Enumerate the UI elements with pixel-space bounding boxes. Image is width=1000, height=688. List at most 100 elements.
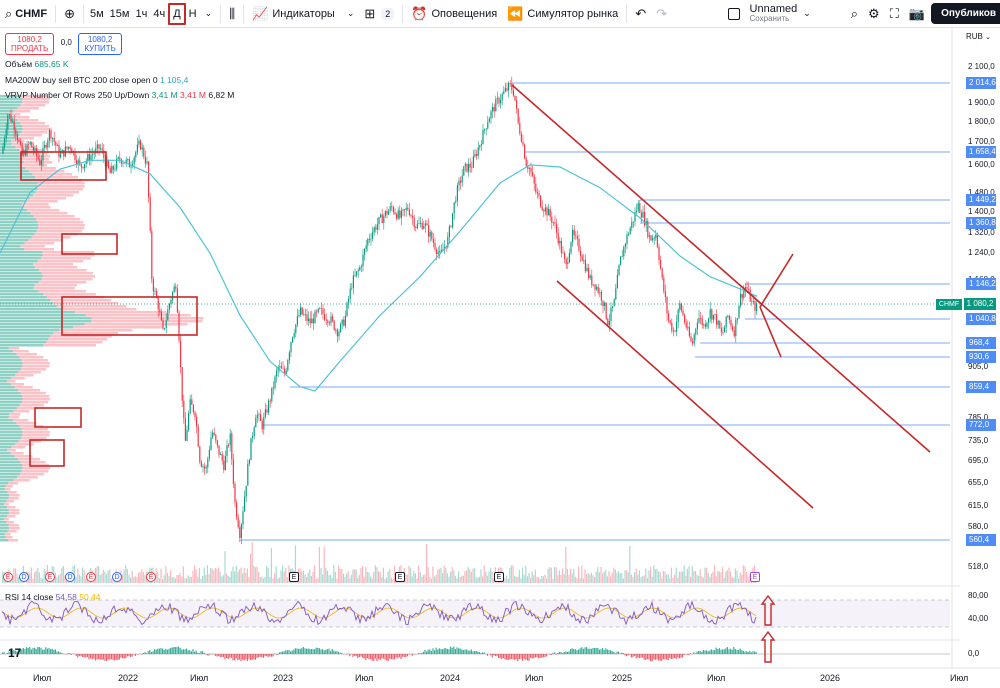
histogram-bar <box>680 654 682 658</box>
interval-day[interactable]: Д <box>168 2 186 25</box>
earnings-marker[interactable]: E <box>146 572 156 582</box>
volume-bar <box>347 571 349 583</box>
candle-body <box>405 207 407 210</box>
indicators-button[interactable]: 📈 Индикаторы ⌄ <box>247 2 359 26</box>
volume-profile-up-bar <box>0 473 20 476</box>
histogram-bar <box>664 654 666 660</box>
settings-button[interactable]: ⚙ <box>863 2 885 26</box>
volume-profile-down-bar <box>15 137 35 140</box>
volume-bar <box>205 574 207 583</box>
interval-1h[interactable]: 1ч <box>135 7 148 20</box>
histogram-bar <box>230 654 232 658</box>
undo-button[interactable]: ↶ <box>630 2 651 26</box>
histogram-bar <box>152 651 154 654</box>
histogram-bar <box>480 652 482 654</box>
chart-canvas[interactable] <box>0 28 1000 688</box>
rsi-line <box>1 600 757 626</box>
symbol-search[interactable]: ⌕ CHMF <box>0 2 52 26</box>
volume-bar <box>139 572 141 583</box>
volume-profile-down-bar <box>16 422 37 425</box>
compare-button[interactable]: ⊕ <box>59 2 80 26</box>
fullscreen-button[interactable]: ⛶ <box>885 2 904 26</box>
volume-profile-down-bar <box>11 140 25 143</box>
layout-name-button[interactable]: Unnamed Сохранить ⌄ <box>723 2 816 26</box>
candle-body <box>421 222 423 229</box>
earnings-marker[interactable]: E <box>45 572 55 582</box>
candle-body <box>215 434 217 441</box>
volume-profile-up-bar <box>0 482 9 485</box>
earnings-marker[interactable]: E <box>86 572 96 582</box>
candle-body <box>229 433 231 446</box>
histogram-bar <box>3 652 5 654</box>
earnings-marker[interactable]: E <box>750 572 760 582</box>
interval-5m[interactable]: 5м <box>89 7 104 20</box>
histogram-bar <box>82 654 84 657</box>
earnings-marker[interactable]: E <box>494 572 504 582</box>
volume-bar <box>165 565 167 583</box>
currency-selector[interactable]: RUB ⌄ <box>966 32 991 41</box>
histogram-bar <box>181 649 183 654</box>
histogram-bar <box>75 654 77 656</box>
histogram-bar <box>534 654 536 658</box>
interval-15m[interactable]: 15м <box>109 7 130 20</box>
volume-bar <box>579 578 581 583</box>
volume-bar <box>670 567 672 583</box>
interval-dropdown[interactable]: ⌄ <box>200 2 218 26</box>
ma-legend[interactable]: MA200W buy sell BTC 200 close open 0 1 1… <box>5 75 188 85</box>
volume-profile-up-bar <box>0 275 43 278</box>
earnings-marker[interactable]: E <box>395 572 405 582</box>
layout-checkbox[interactable] <box>727 7 740 20</box>
alerts-button[interactable]: ⏰ Оповещения <box>406 2 502 26</box>
redo-button[interactable]: ↷ <box>651 2 672 26</box>
volume-bar <box>659 572 661 583</box>
histogram-bar <box>667 654 669 661</box>
volume-profile-up-bar <box>0 446 12 449</box>
histogram-bar <box>254 654 256 660</box>
histogram-bar <box>522 654 524 661</box>
quick-search-button[interactable]: ⌕ <box>846 2 863 26</box>
buy-button[interactable]: 1080,2 КУПИТЬ <box>78 33 122 55</box>
volume-bar <box>626 570 628 583</box>
dividend-marker[interactable]: D <box>19 572 29 582</box>
snapshot-button[interactable]: 📷 <box>904 2 930 26</box>
histogram-bar <box>237 654 239 661</box>
rsi-legend[interactable]: RSI 14 close 54,58 50,44 <box>5 592 101 602</box>
layouts-button[interactable]: ⊞ 2 <box>359 2 399 26</box>
chart-type-button[interactable]: ⫼ <box>224 2 240 26</box>
volume-profile-up-bar <box>0 461 21 464</box>
volume-profile-up-bar <box>0 323 85 326</box>
dividend-marker[interactable]: D <box>112 572 122 582</box>
vrvp-legend[interactable]: VRVP Number Of Rows 250 Up/Down 3,41 M 3… <box>5 90 234 100</box>
candle-body <box>728 315 730 320</box>
interval-4h[interactable]: 4ч <box>153 7 166 20</box>
histogram-bar <box>483 652 485 654</box>
histogram-bar <box>683 654 685 655</box>
candle-body <box>551 216 553 223</box>
histogram-bar <box>229 654 231 658</box>
candle-body <box>204 466 206 469</box>
histogram-bar <box>512 654 514 660</box>
candle-body <box>525 158 527 167</box>
volume-profile-down-bar <box>9 413 21 416</box>
sell-button[interactable]: 1080,2 ПРОДАТЬ <box>5 33 55 55</box>
time-tick-label: 2022 <box>118 673 139 683</box>
candle-body <box>479 145 481 148</box>
histogram-bar <box>179 647 181 654</box>
earnings-marker[interactable]: E <box>289 572 299 582</box>
replay-button[interactable]: ⏪ Симулятор рынка <box>502 2 623 26</box>
volume-bar <box>618 571 620 583</box>
tradingview-logo-icon[interactable]: 17 <box>8 646 22 660</box>
candle-body <box>536 192 538 194</box>
volume-bar <box>557 575 559 583</box>
volume-profile-down-bar <box>8 497 19 500</box>
volume-bar <box>448 576 450 583</box>
volume-legend[interactable]: Объём 685,65 K <box>5 59 69 69</box>
dividend-marker[interactable]: D <box>65 572 75 582</box>
histogram-bar <box>379 654 381 661</box>
publish-button[interactable]: Опубликов <box>931 3 1000 24</box>
histogram-bar <box>170 647 172 654</box>
volume-bar <box>550 567 552 583</box>
interval-week[interactable]: Н <box>188 7 197 20</box>
candle-body <box>610 307 612 321</box>
earnings-marker[interactable]: E <box>3 572 13 582</box>
